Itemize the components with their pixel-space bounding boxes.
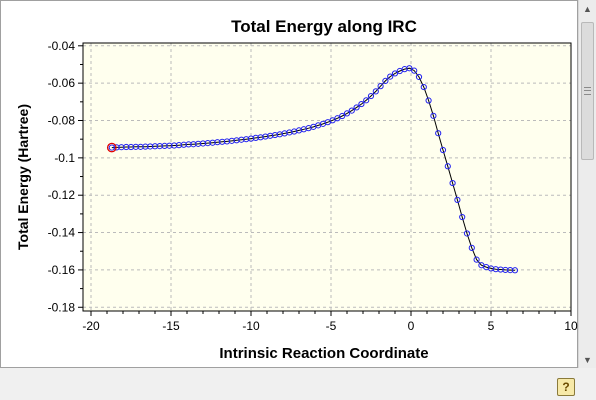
data-point [382, 77, 389, 85]
data-point [339, 112, 346, 120]
data-point [334, 115, 341, 122]
data-point [511, 267, 519, 274]
y-axis: -0.04 -0.06 -0.08 -0.1 -0.12 -0.14 -0.16 -0.18 [48, 39, 83, 314]
data-point [430, 112, 437, 119]
data-point [353, 104, 360, 111]
current-point-marker [106, 142, 117, 153]
x-tick-label: -15 [162, 319, 180, 333]
grip-icon [584, 87, 591, 95]
chart-panel: Total Energy along IRC -20 -15 -10 -5 0 5 10 -… [0, 0, 578, 368]
help-button[interactable]: ? [557, 378, 575, 396]
y-tick-label: -0.16 [48, 263, 76, 277]
data-point [454, 196, 461, 203]
scroll-down-arrow-icon[interactable]: ▼ [583, 354, 592, 365]
x-tick-label: 0 [408, 319, 415, 333]
data-point [377, 83, 384, 90]
data-point [358, 100, 365, 108]
data-point [439, 146, 447, 154]
data-point [343, 110, 351, 117]
data-point [435, 130, 442, 137]
y-tick-label: -0.06 [48, 76, 76, 90]
grid [83, 43, 571, 311]
x-tick-label: -20 [82, 319, 100, 333]
question-mark-icon: ? [562, 380, 570, 394]
irc-chart: Total Energy along IRC -20 -15 -10 -5 0 5 10 -… [15, 17, 578, 362]
data-point [425, 97, 432, 104]
data-point [391, 70, 399, 77]
data-point [406, 65, 413, 72]
series-layer [106, 65, 519, 274]
scroll-up-arrow-icon[interactable]: ▲ [583, 3, 592, 14]
y-tick-label: -0.18 [48, 300, 76, 314]
x-axis: -20 -15 -10 -5 0 5 10 [82, 311, 578, 333]
data-point [411, 67, 418, 74]
x-axis-label: Intrinsic Reaction Coordinate [219, 345, 428, 362]
x-tick-label: 10 [564, 319, 578, 333]
series-line [111, 67, 516, 271]
data-point [372, 88, 379, 95]
data-point [463, 230, 471, 237]
data-point [348, 107, 355, 114]
vertical-scrollbar[interactable]: ▲ ▼ [578, 0, 596, 368]
chart-title: Total Energy along IRC [231, 17, 417, 36]
y-tick-label: -0.08 [48, 114, 76, 128]
x-tick-label: 5 [488, 319, 495, 333]
y-tick-label: -0.04 [48, 39, 76, 53]
y-tick-label: -0.14 [48, 226, 76, 240]
data-point [367, 92, 375, 100]
data-point [363, 97, 370, 104]
y-tick-label: -0.1 [54, 151, 75, 165]
scrollbar-thumb[interactable] [581, 22, 594, 160]
data-point [473, 256, 480, 263]
data-point [420, 83, 427, 91]
data-point [449, 179, 456, 187]
data-point [459, 213, 466, 221]
data-point [387, 73, 394, 80]
x-tick-label: -5 [326, 319, 337, 333]
y-tick-label: -0.12 [48, 188, 76, 202]
data-point [415, 73, 423, 81]
data-point [444, 163, 451, 170]
x-tick-label: -10 [242, 319, 260, 333]
data-point [468, 244, 475, 251]
y-axis-label: Total Energy (Hartree) [15, 104, 31, 250]
